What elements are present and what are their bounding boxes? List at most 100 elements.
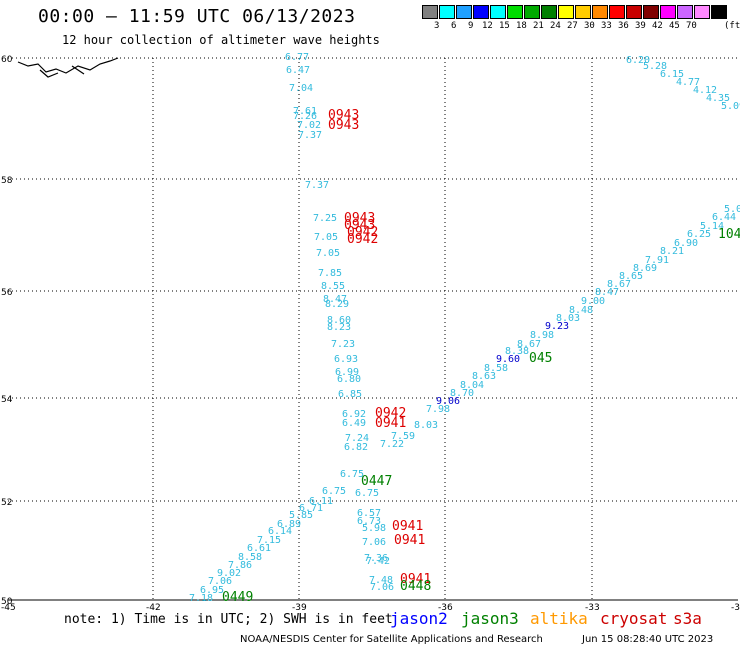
swh-label-diagonal-track: 8.58 [484,363,508,374]
lon-label: -45 [1,603,16,613]
satellite-legend-s3a: s3a [673,609,702,628]
chart-title: 00:00 – 11:59 UTC 06/13/2023 [38,6,356,27]
legend-swatch [456,5,472,19]
legend-tick-label: 33 [601,21,612,31]
legend-swatch [626,5,642,19]
legend-swatch [507,5,523,19]
legend-tick-label: 12 [482,21,493,31]
legend-tick-label: 21 [533,21,544,31]
pass-time-label: 0941 [375,416,406,431]
credit-text: NOAA/NESDIS Center for Satellite Applica… [240,634,543,645]
swh-label-diagonal-track: 9.00 [581,296,605,307]
swh-label-north-track: 6.49 [342,418,366,429]
swh-label-diagonal-track: 8.03 [414,420,438,431]
lon-label: -33 [585,603,600,613]
pass-time-label: 045 [529,351,552,366]
swh-label-diagonal-track: 8.48 [569,305,593,316]
swh-label-diagonal-track: 8.04 [460,380,484,391]
legend-tick-label: 70 [686,21,697,31]
lon-label: -39 [292,603,307,613]
lat-label: 58 [1,176,13,186]
swh-label-north-track: 6.93 [334,354,358,365]
pass-time-label: 0447 [361,474,392,489]
legend-swatch [592,5,608,19]
lat-label: 56 [1,288,13,298]
swh-label-north-track: 6.77 [285,52,309,63]
legend-tick-label: 15 [499,21,510,31]
swh-label-north-track: 7.06 [362,537,386,548]
satellite-legend-cryosat: cryosat [600,609,668,628]
legend-swatch [541,5,557,19]
swh-label-north-track: 7.04 [289,83,313,94]
lat-label: 60 [1,55,13,65]
legend-tick-label: 18 [516,21,527,31]
legend-tick-label: 27 [567,21,578,31]
legend-tick-label: 24 [550,21,561,31]
swh-label-diagonal-track: 8.98 [530,330,554,341]
swh-label-north-track: 7.37 [298,130,322,141]
legend-swatch [473,5,489,19]
swh-label-ne-track: 5.09 [721,101,740,112]
pass-time-label: 0941 [392,519,423,534]
swh-label-diagonal-track: 5.14 [700,221,724,232]
swh-label-north-track: 8.60 [327,315,351,326]
lon-label: -30 [731,603,740,613]
pass-time-label: 0943 [328,118,359,133]
swh-label-north-track: 7.85 [318,268,342,279]
swh-label-north-track: 6.75 [355,488,379,499]
swh-label-north-track: 7.05 [314,232,338,243]
coastline [17,57,119,78]
legend-swatch [422,5,438,19]
chart-subtitle: 12 hour collection of altimeter wave hei… [62,33,380,47]
swh-label-north-track: 7.06 [370,582,394,593]
swh-label-north-track: 8.23 [327,322,351,333]
swh-label-diagonal-track: 6.44 [712,212,736,223]
legend-swatch [694,5,710,19]
legend-units: (ft) [724,21,740,31]
pass-time-label: 0942 [347,232,378,247]
swh-label-north-track: 6.92 [342,409,366,420]
swh-label-diagonal-track: 9.06 [436,396,460,407]
swh-label-diagonal-track: 7.86 [228,560,252,571]
swh-label-diagonal-track: 8.21 [660,246,684,257]
pass-time-label: 0943 [344,211,375,226]
legend-swatch [558,5,574,19]
lat-label: 50 [1,597,13,607]
swh-label-ne-track: 5.28 [643,61,667,72]
pass-time-label: 0449 [222,590,253,605]
swh-label-ne-track: 4.12 [693,85,717,96]
legend-tick-label: 3 [434,21,440,31]
legend-swatch [609,5,625,19]
swh-label-diagonal-track: 7.15 [257,535,281,546]
swh-label-north-track: 8.29 [325,299,349,310]
swh-label-north-track: 6.47 [286,65,310,76]
swh-label-north-track: 7.23 [331,339,355,350]
legend-swatch [575,5,591,19]
swh-label-diagonal-track: 8.67 [607,279,631,290]
legend-swatch [660,5,676,19]
swh-label-diagonal-track: 8.69 [633,263,657,274]
swh-label-north-track: 6.75 [340,469,364,480]
swh-label-diagonal-track: 6.25 [687,229,711,240]
legend-tick-label: 9 [468,21,474,31]
swh-label-north-track: 6.57 [357,508,381,519]
swh-label-diagonal-track: 8.03 [556,313,580,324]
pass-time-label: 0942 [375,406,406,421]
lat-label: 54 [1,395,13,405]
swh-label-north-track: 6.85 [338,389,362,400]
pass-time-label: 0941 [394,533,425,548]
swh-label-diagonal-track: 7.98 [426,404,450,415]
swh-label-diagonal-track: 6.75 [322,486,346,497]
swh-label-north-track: 7.25 [313,213,337,224]
swh-label-diagonal-track: 7.18 [189,593,213,604]
swh-label-north-track: 7.37 [305,180,329,191]
legend-tick-label: 45 [669,21,680,31]
swh-label-diagonal-track: 8.58 [238,552,262,563]
swh-label-north-track: 8.55 [321,281,345,292]
swh-label-diagonal-track: 8.38 [505,346,529,357]
swh-label-north-track: 7.42 [366,556,390,567]
swh-label-diagonal-track: 5.0 [724,204,740,215]
pass-time-label: 0448 [400,579,431,594]
lon-label: -36 [438,603,453,613]
swh-label-diagonal-track: 8.63 [472,371,496,382]
